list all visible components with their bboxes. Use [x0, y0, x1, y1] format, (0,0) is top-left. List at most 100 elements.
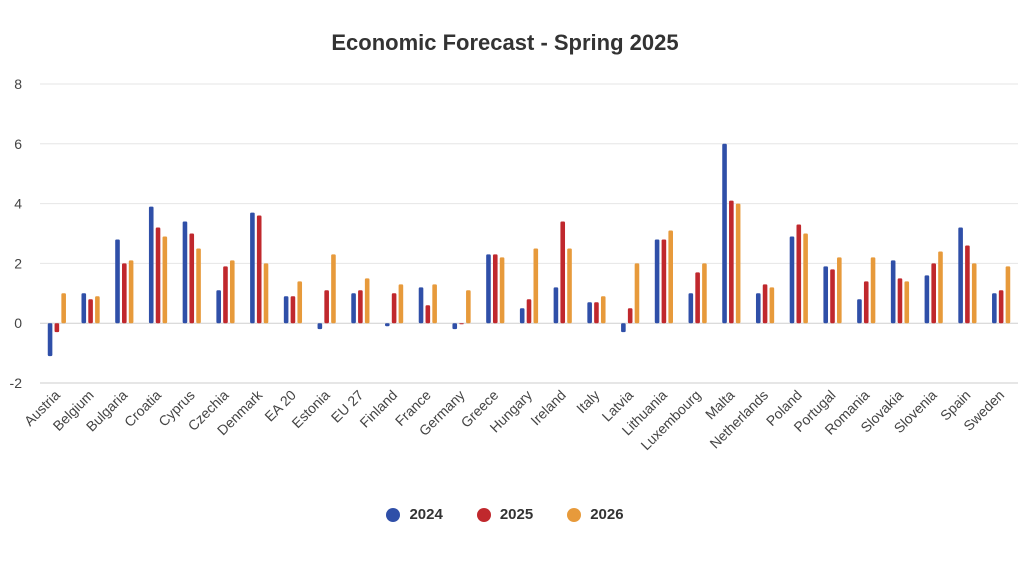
bar-2024-france[interactable]	[418, 287, 424, 324]
bar-2024-romania[interactable]	[857, 299, 862, 324]
bar-2024-ea-20[interactable]	[283, 296, 289, 324]
legend-item-2026[interactable]: 2026	[567, 506, 624, 523]
bar-2026-eu-27[interactable]	[364, 278, 370, 324]
bar-2024-germany[interactable]	[452, 323, 458, 330]
bar-2026-austria[interactable]	[61, 293, 66, 324]
legend-marker-2025	[476, 507, 491, 522]
bar-2026-netherlands[interactable]	[769, 287, 775, 324]
bar-2026-spain[interactable]	[971, 263, 977, 324]
bar-2024-slovenia[interactable]	[924, 275, 930, 324]
y-tick-label: 2	[14, 255, 22, 271]
bar-2025-cyprus[interactable]	[189, 233, 195, 324]
bar-2024-finland[interactable]	[385, 323, 390, 327]
bar-2024-czechia[interactable]	[216, 290, 221, 324]
bar-2025-ea-20[interactable]	[290, 296, 296, 324]
bar-2024-italy[interactable]	[587, 302, 592, 324]
x-tick-label: Estonia	[288, 387, 332, 431]
bar-2025-luxembourg[interactable]	[695, 272, 700, 324]
bar-2026-cyprus[interactable]	[196, 248, 201, 324]
bar-2026-ea-20[interactable]	[297, 281, 303, 324]
bar-2026-latvia[interactable]	[634, 263, 640, 324]
bar-2024-luxembourg[interactable]	[688, 293, 694, 324]
bar-2025-finland[interactable]	[391, 293, 397, 324]
bar-2025-croatia[interactable]	[155, 227, 161, 324]
bar-2024-denmark[interactable]	[250, 212, 255, 324]
bar-2026-estonia[interactable]	[331, 254, 336, 324]
x-tick-label: Finland	[356, 387, 400, 431]
bar-2026-ireland[interactable]	[567, 248, 572, 324]
bar-2025-czechia[interactable]	[223, 266, 228, 324]
y-tick-label: 8	[14, 76, 22, 92]
bar-2024-slovakia[interactable]	[890, 260, 896, 324]
bar-2024-austria[interactable]	[47, 323, 53, 357]
bar-2025-malta[interactable]	[729, 200, 734, 324]
bar-2025-greece[interactable]	[492, 254, 498, 324]
bar-2025-italy[interactable]	[594, 302, 599, 324]
bar-2026-malta[interactable]	[735, 203, 741, 324]
bar-2026-france[interactable]	[432, 284, 437, 324]
bar-2025-bulgaria[interactable]	[122, 263, 127, 324]
bar-2026-slovenia[interactable]	[938, 251, 943, 324]
bar-2026-czechia[interactable]	[229, 260, 235, 324]
bar-2024-croatia[interactable]	[148, 206, 154, 324]
bar-2025-lithuania[interactable]	[661, 239, 667, 324]
bar-2026-finland[interactable]	[398, 284, 404, 324]
bar-2024-spain[interactable]	[958, 227, 963, 324]
bar-2024-bulgaria[interactable]	[115, 239, 120, 324]
bar-2025-estonia[interactable]	[324, 290, 329, 324]
bar-2026-greece[interactable]	[499, 257, 505, 324]
bar-2024-cyprus[interactable]	[182, 221, 188, 324]
bar-2026-portugal[interactable]	[837, 257, 842, 324]
bar-2026-italy[interactable]	[600, 296, 606, 324]
legend-label-2024: 2024	[409, 506, 443, 523]
bar-2025-netherlands[interactable]	[762, 284, 768, 324]
bar-2026-slovakia[interactable]	[904, 281, 910, 324]
bar-2025-poland[interactable]	[796, 224, 802, 324]
bar-2024-malta[interactable]	[722, 143, 727, 324]
bar-2025-ireland[interactable]	[560, 221, 566, 324]
bar-2026-germany[interactable]	[466, 290, 471, 324]
bar-2025-eu-27[interactable]	[358, 290, 363, 324]
bar-2025-france[interactable]	[425, 305, 431, 324]
chart-title: Economic Forecast - Spring 2025	[331, 30, 679, 55]
bar-2025-hungary[interactable]	[526, 299, 532, 324]
bar-2025-austria[interactable]	[54, 323, 60, 333]
legend-item-2025[interactable]: 2025	[476, 506, 533, 523]
legend-item-2024[interactable]: 2024	[386, 506, 443, 523]
y-tick-label: 6	[14, 136, 22, 152]
bar-2026-sweden[interactable]	[1005, 266, 1011, 324]
bar-2024-netherlands[interactable]	[755, 293, 761, 324]
bar-2026-bulgaria[interactable]	[128, 260, 134, 324]
bar-2025-portugal[interactable]	[830, 269, 835, 324]
bar-2026-denmark[interactable]	[263, 263, 269, 324]
bar-2026-hungary[interactable]	[533, 248, 539, 324]
bar-2025-slovakia[interactable]	[897, 278, 903, 324]
bar-2026-lithuania[interactable]	[668, 230, 673, 324]
bar-2024-eu-27[interactable]	[351, 293, 356, 324]
bar-2026-romania[interactable]	[870, 257, 876, 324]
bar-2024-ireland[interactable]	[553, 287, 559, 324]
bar-2025-belgium[interactable]	[88, 299, 93, 324]
bar-2026-luxembourg[interactable]	[702, 263, 707, 324]
bar-2024-lithuania[interactable]	[654, 239, 660, 324]
bar-2025-spain[interactable]	[965, 245, 970, 324]
bar-2024-latvia[interactable]	[621, 323, 626, 333]
bar-2025-denmark[interactable]	[256, 215, 262, 324]
bar-2026-croatia[interactable]	[162, 236, 168, 324]
bar-2026-belgium[interactable]	[95, 296, 100, 324]
bar-2024-belgium[interactable]	[81, 293, 87, 324]
bar-2025-latvia[interactable]	[627, 308, 633, 324]
bar-2024-hungary[interactable]	[519, 308, 525, 324]
bar-2025-sweden[interactable]	[998, 290, 1004, 324]
x-axis-ticks: AustriaBelgiumBulgariaCroatiaCyprusCzech…	[21, 386, 1007, 453]
bar-2024-greece[interactable]	[486, 254, 491, 324]
bar-2024-sweden[interactable]	[992, 293, 997, 324]
bar-2025-romania[interactable]	[863, 281, 869, 324]
bar-2024-estonia[interactable]	[317, 323, 323, 330]
bar-2024-portugal[interactable]	[823, 266, 829, 324]
y-tick-label: -2	[10, 375, 23, 391]
bar-2026-poland[interactable]	[803, 233, 808, 324]
bar-2025-slovenia[interactable]	[931, 263, 936, 324]
bar-2025-germany[interactable]	[459, 323, 464, 325]
bar-2024-poland[interactable]	[789, 236, 795, 324]
